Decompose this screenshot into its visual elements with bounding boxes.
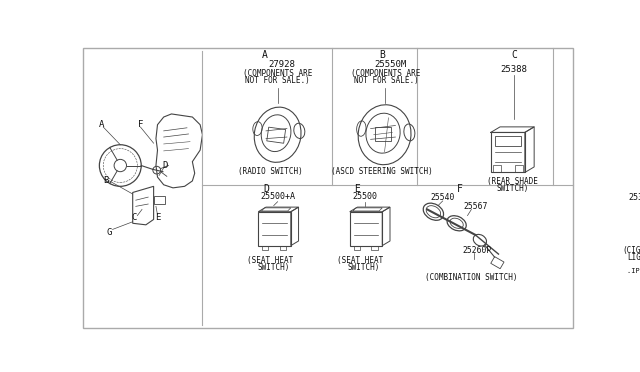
Text: F: F xyxy=(138,120,143,129)
Text: B: B xyxy=(104,176,109,185)
Bar xyxy=(515,165,522,173)
Text: E: E xyxy=(155,213,160,222)
Text: D: D xyxy=(263,185,269,195)
Text: LIGHTER): LIGHTER) xyxy=(627,253,640,262)
Bar xyxy=(262,246,268,250)
Text: 25500+A: 25500+A xyxy=(260,192,295,201)
Bar xyxy=(491,132,525,173)
Bar xyxy=(154,196,165,204)
Text: 25260P: 25260P xyxy=(462,246,492,255)
Text: 25567: 25567 xyxy=(463,202,488,211)
Text: (SEAT HEAT: (SEAT HEAT xyxy=(247,256,293,265)
Text: 27928: 27928 xyxy=(268,60,295,69)
Text: (REAR SHADE: (REAR SHADE xyxy=(487,177,538,186)
Text: NOT FOR SALE.): NOT FOR SALE.) xyxy=(354,76,419,85)
Bar xyxy=(371,246,378,250)
Text: (COMPONENTS ARE: (COMPONENTS ARE xyxy=(243,70,312,78)
Text: B: B xyxy=(380,51,385,60)
Text: (SEAT HEAT: (SEAT HEAT xyxy=(337,256,383,265)
Text: C: C xyxy=(132,213,137,222)
Text: (COMPONENTS ARE: (COMPONENTS ARE xyxy=(351,70,421,78)
Text: 25540: 25540 xyxy=(431,193,455,202)
Text: 25388: 25388 xyxy=(500,65,527,74)
Text: A: A xyxy=(262,51,268,60)
Text: (ASCD STEERING SWITCH): (ASCD STEERING SWITCH) xyxy=(332,167,433,176)
Text: SWITCH): SWITCH) xyxy=(257,263,290,272)
Text: (COMBINATION SWITCH): (COMBINATION SWITCH) xyxy=(425,273,518,282)
Text: NOT FOR SALE.): NOT FOR SALE.) xyxy=(245,76,310,85)
Bar xyxy=(491,257,504,269)
Bar xyxy=(349,212,382,246)
Text: 25550M: 25550M xyxy=(374,60,406,69)
Text: G: G xyxy=(107,228,112,237)
Text: F: F xyxy=(457,185,463,195)
Bar xyxy=(267,127,285,143)
Bar xyxy=(259,212,291,246)
Text: D: D xyxy=(163,161,168,170)
Text: SWITCH): SWITCH) xyxy=(348,263,380,272)
Text: 25330CA: 25330CA xyxy=(628,193,640,202)
Text: SWITCH): SWITCH) xyxy=(496,184,529,193)
Bar xyxy=(280,246,286,250)
Text: (CIGARETTE: (CIGARETTE xyxy=(623,246,640,255)
Text: E: E xyxy=(355,185,360,195)
Bar xyxy=(375,127,391,141)
Text: (RADIO SWITCH): (RADIO SWITCH) xyxy=(237,167,302,176)
Bar xyxy=(353,246,360,250)
Text: C: C xyxy=(511,51,517,60)
Text: .IP5 0087: .IP5 0087 xyxy=(627,268,640,274)
Bar xyxy=(495,135,521,146)
Text: 25500: 25500 xyxy=(353,192,378,201)
Text: A: A xyxy=(99,120,104,129)
Bar xyxy=(493,165,501,173)
